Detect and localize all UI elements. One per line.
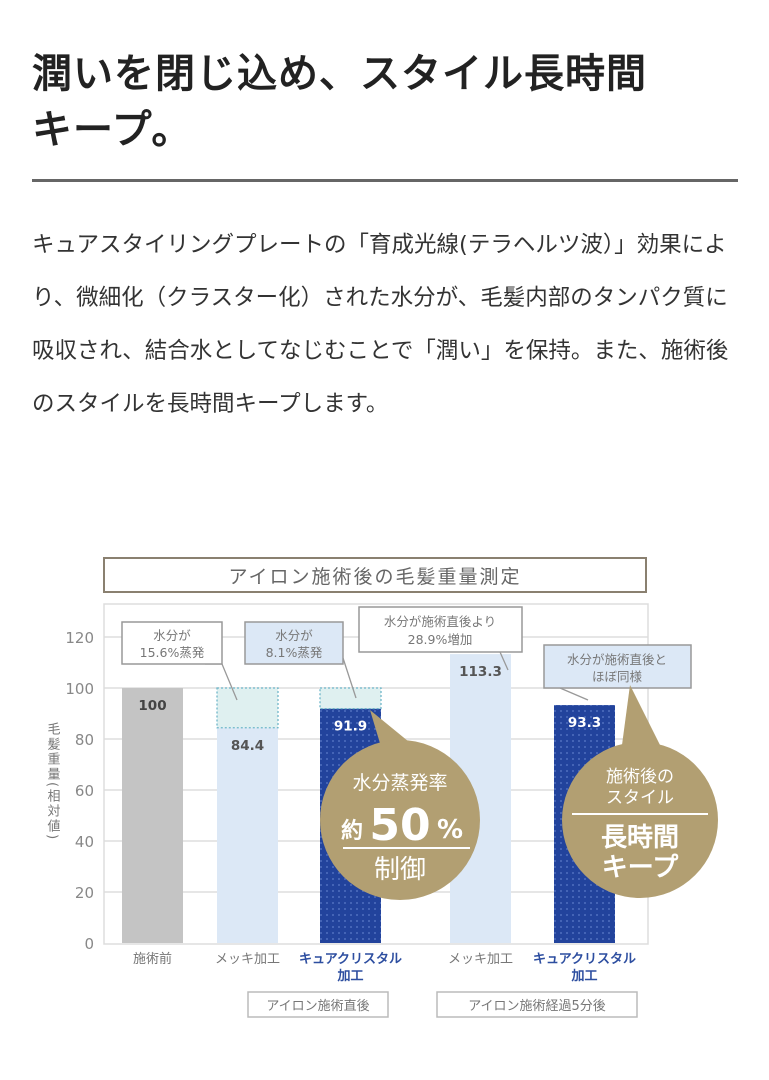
y-tick-label: 120	[65, 629, 94, 647]
svg-text:水分が: 水分が	[153, 628, 191, 643]
svg-text:制御: 制御	[374, 855, 426, 885]
category-label: キュアクリスタル	[299, 952, 402, 967]
category-label: 施術前	[133, 951, 172, 967]
evaporated-region	[319, 687, 382, 710]
svg-text:水分蒸発率: 水分蒸発率	[352, 772, 447, 794]
chart-title-box	[103, 557, 647, 593]
svg-text:水分が: 水分が	[275, 628, 313, 643]
annotation-3: 水分が施術直後より 28.9%増加	[358, 606, 523, 671]
y-axis-label: 毛髪重量(相対値)	[45, 722, 61, 841]
bar-value-label: 100	[138, 698, 166, 714]
svg-text:ほぼ同様: ほぼ同様	[592, 669, 643, 684]
y-tick-label: 20	[75, 884, 94, 902]
svg-text:約: 約	[341, 818, 363, 844]
svg-text:水分が施術直後より: 水分が施術直後より	[384, 614, 496, 629]
bar	[122, 688, 183, 943]
category-label-line2: 加工	[336, 969, 363, 984]
badge-evaporation-control: 水分蒸発率 約 50 % 制御	[320, 710, 480, 900]
weight-chart: アイロン施術後の毛髪重量測定 0 20 40 60 80 100 120 毛髪重量(相対値)…	[45, 557, 718, 1018]
y-tick-label: 0	[84, 935, 94, 953]
y-tick-label: 80	[75, 731, 94, 749]
description-paragraph: キュアスタイリングプレートの「育成光線(テラヘルツ波）」効果により、微細化（クラ…	[32, 232, 729, 417]
annotation-2: 水分が 8.1%蒸発	[244, 621, 357, 699]
svg-text:50: 50	[369, 800, 430, 851]
group-label-immediately: アイロン施術直後	[247, 991, 389, 1018]
svg-text:アイロン施術直後: アイロン施術直後	[266, 999, 369, 1014]
heading-line-2: キープ。	[32, 107, 193, 153]
annotation-1: 水分が 15.6%蒸発	[121, 621, 238, 701]
y-tick-label: 100	[65, 680, 94, 698]
y-tick-label: 40	[75, 833, 94, 851]
evaporated-region	[216, 687, 279, 729]
category-label: メッキ加工	[448, 952, 513, 967]
category-label: キュアクリスタル	[533, 952, 636, 967]
category-label-line2: 加工	[570, 969, 597, 984]
annotation-4: 水分が施術直後と ほぼ同様	[543, 644, 692, 701]
bar-value-label: 93.3	[568, 715, 601, 731]
svg-text:28.9%増加: 28.9%増加	[408, 632, 473, 647]
bar-value-label: 91.9	[334, 719, 367, 735]
svg-text:アイロン施術経過5分後: アイロン施術経過5分後	[468, 999, 606, 1014]
chart-title: アイロン施術後の毛髪重量測定	[228, 566, 521, 588]
y-tick-label: 60	[75, 782, 94, 800]
bar-value-label: 113.3	[459, 664, 502, 680]
svg-text:8.1%蒸発: 8.1%蒸発	[266, 645, 323, 660]
bar-value-label: 84.4	[231, 738, 264, 754]
svg-text:キープ: キープ	[602, 853, 679, 883]
heading-divider	[32, 179, 738, 182]
category-label: メッキ加工	[215, 952, 280, 967]
svg-text:水分が施術直後と: 水分が施術直後と	[567, 652, 667, 667]
svg-text:スタイル: スタイル	[606, 788, 674, 808]
page-heading: 潤いを閉じ込め、スタイル長時間 キープ。	[32, 46, 647, 158]
svg-text:施術後の: 施術後の	[606, 767, 674, 787]
svg-text:15.6%蒸発: 15.6%蒸発	[140, 645, 205, 660]
svg-text:%: %	[437, 815, 463, 845]
badge-style-keep: 施術後の スタイル 長時間 キープ	[562, 685, 718, 898]
bar	[217, 727, 278, 943]
group-label-after-5min: アイロン施術経過5分後	[436, 991, 638, 1018]
svg-text:長時間: 長時間	[601, 823, 679, 853]
heading-line-1: 潤いを閉じ込め、スタイル長時間	[32, 51, 647, 97]
